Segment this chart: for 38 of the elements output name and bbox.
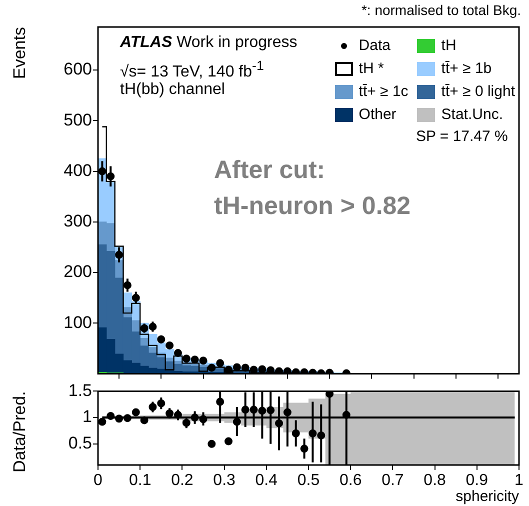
x-tick-label: 0.5 (297, 472, 320, 490)
x-tick-label: 0.6 (339, 472, 362, 490)
y-tick-label: 100 (64, 312, 92, 332)
y-tick-label: 500 (64, 110, 92, 130)
y-tick-label: 600 (64, 60, 92, 79)
x-tick-label: 0.9 (466, 472, 488, 490)
annotation: SP = 17.47 % (416, 128, 508, 145)
x-tick-label: 0.4 (255, 472, 278, 490)
x-tick-label: 0.1 (128, 472, 152, 490)
y-tick-label: 400 (64, 160, 92, 180)
legend-label: tt̄+ ≥ 1b (441, 60, 492, 77)
text: Stat.Unc. (441, 106, 503, 123)
annotation: √s= 13 TeV, 140 fb$^{-1}$ (120, 58, 264, 82)
x-tick-label: 0.8 (424, 472, 446, 490)
y-tick-label: 0.5 (68, 434, 92, 453)
legend-label: Other (358, 106, 396, 123)
x-tick-label: 0 (94, 472, 103, 490)
x-axis-title: sphericity (456, 488, 520, 506)
x-tick-label: 1 (514, 472, 524, 490)
text: *: normalised to total Bkg. (361, 2, 521, 18)
legend-label: tH * (358, 60, 384, 77)
y-tick-label: 200 (64, 262, 92, 282)
y-axis-title: Events (10, 27, 29, 79)
x-tick-label: 0.2 (171, 472, 194, 490)
y-tick-label: 1.5 (68, 380, 92, 400)
legend-label: Data (358, 37, 390, 54)
legend-label: tt̄+ ≥ 0 light (441, 83, 515, 100)
legend-label: tt̄+ ≥ 1c (358, 83, 408, 100)
y-axis-title: Data/Pred. (10, 391, 29, 472)
annotation: ATLAS Work in progress (120, 34, 298, 52)
annotation: tH-neuron > 0.82 (214, 192, 411, 221)
legend-label: tH (441, 37, 456, 54)
annotation: After cut: (214, 156, 326, 185)
y-tick-label: 300 (64, 212, 92, 231)
x-tick-label: 0.3 (213, 472, 236, 490)
x-tick-label: 0.7 (382, 472, 404, 490)
annotation: tH(bb) channel (120, 81, 225, 99)
y-tick-label: 1 (82, 407, 92, 426)
